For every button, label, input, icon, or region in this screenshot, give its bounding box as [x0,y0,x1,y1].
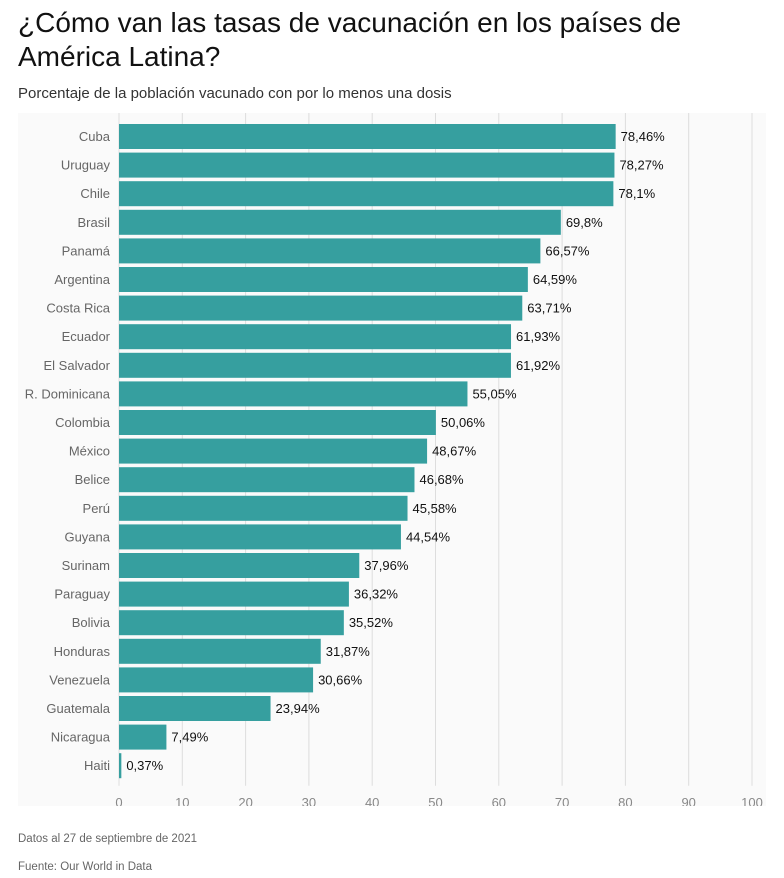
x-tick-label: 60 [492,795,506,806]
chart-subtitle: Porcentaje de la población vacunado con … [18,85,452,102]
value-label: 31,87% [326,644,371,659]
value-label: 0,37% [126,758,163,773]
bar [119,724,167,750]
bar [119,295,523,321]
value-label: 66,57% [545,243,590,258]
bar [119,209,561,235]
x-tick-label: 0 [115,795,122,806]
category-label: Haiti [84,758,110,773]
value-label: 45,58% [413,501,458,516]
value-label: 61,92% [516,358,561,373]
x-tick-label: 70 [555,795,569,806]
category-label: Ecuador [62,329,111,344]
value-label: 50,06% [441,415,486,430]
category-label: R. Dominicana [25,386,111,401]
category-label: Venezuela [49,672,110,687]
value-label: 78,27% [619,158,664,173]
category-label: Belice [75,472,110,487]
x-tick-label: 80 [618,795,632,806]
category-label: Costa Rica [46,301,110,316]
value-label: 78,46% [621,129,666,144]
value-label: 35,52% [349,615,394,630]
bar [119,581,349,607]
bar [119,267,528,292]
value-label: 48,67% [432,444,477,459]
category-label: Surinam [62,558,110,573]
bar [119,324,512,350]
category-label: Nicaragua [51,730,111,745]
bar-chart: Cuba 78,46% Uruguay 78,27% Chile 78,1% Brasil 6… [18,113,766,806]
bar [119,238,541,264]
bar [119,495,408,521]
value-label: 46,68% [419,472,464,487]
category-label: Cuba [79,129,111,144]
bar [119,638,321,664]
category-label: Panamá [62,243,111,258]
bar [119,381,468,407]
value-label: 63,71% [527,301,572,316]
bar [119,152,615,178]
category-label: Uruguay [61,158,111,173]
bar [119,352,511,378]
bar [119,467,415,493]
category-label: Perú [83,501,110,516]
value-label: 44,54% [406,529,451,544]
bar [119,181,614,207]
category-label: Brasil [77,215,110,230]
bar [119,753,122,779]
category-label: Guatemala [46,701,110,716]
value-label: 55,05% [472,386,517,401]
value-label: 36,32% [354,587,399,602]
x-tick-label: 50 [428,795,442,806]
value-label: 61,93% [516,329,561,344]
x-tick-label: 40 [365,795,379,806]
x-tick-label: 30 [302,795,316,806]
category-label: Guyana [64,529,110,544]
x-tick-label: 20 [238,795,252,806]
bar [119,553,360,578]
bar [119,438,428,464]
bar [119,524,401,550]
category-label: El Salvador [44,358,111,373]
x-tick-label: 100 [741,795,763,806]
bar [119,410,436,435]
chart-title: ¿Cómo van las tasas de vacunación en los… [18,7,682,72]
bar [119,124,616,149]
category-label: Bolivia [72,615,111,630]
bar [119,610,344,636]
x-tick-label: 90 [681,795,695,806]
date-note: Datos al 27 de septiembre de 2021 [18,833,198,845]
category-label: México [69,444,110,459]
value-label: 64,59% [533,272,578,287]
value-label: 23,94% [276,701,321,716]
category-label: Argentina [54,272,110,287]
bar [119,696,271,721]
category-label: Paraguay [54,587,110,602]
bar [119,667,314,693]
value-label: 7,49% [171,730,208,745]
category-label: Chile [80,186,110,201]
value-label: 69,8% [566,215,603,230]
value-label: 30,66% [318,672,363,687]
category-label: Honduras [54,644,111,659]
value-label: 37,96% [364,558,409,573]
value-label: 78,1% [618,186,655,201]
x-tick-label: 10 [175,795,189,806]
source-note: Fuente: Our World in Data [18,861,153,873]
category-label: Colombia [55,415,111,430]
chart-area: Cuba 78,46% Uruguay 78,27% Chile 78,1% Brasil 6… [18,113,766,806]
